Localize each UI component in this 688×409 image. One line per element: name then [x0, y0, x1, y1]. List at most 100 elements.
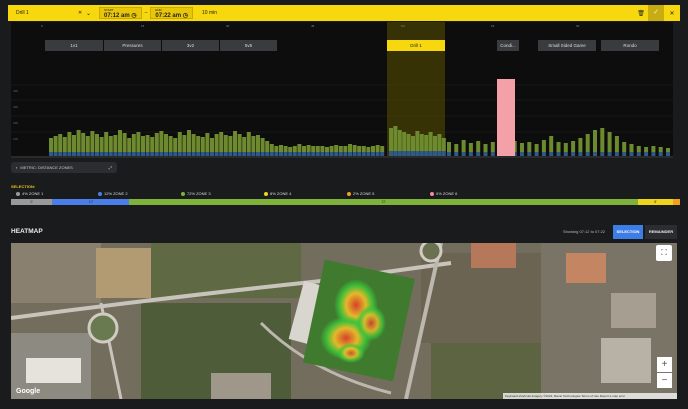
activity-bar: [614, 152, 619, 156]
distance-zone-chart: 400 300 200 100: [11, 22, 673, 158]
activity-bar: [556, 152, 561, 156]
zone-bar-segment: 12': [52, 199, 130, 205]
start-time-field[interactable]: START 07:12 am ◷: [99, 7, 142, 19]
time-tick: 0: [41, 24, 43, 28]
segment-drill-1[interactable]: Drill 1: [387, 40, 445, 51]
clock-icon: ◷: [131, 12, 137, 19]
segment-small-sided-game[interactable]: Small Sided Game: [538, 40, 596, 51]
zone-dot: [430, 191, 434, 196]
segment-3v2[interactable]: 3v2: [162, 40, 219, 51]
activity-bar: [343, 146, 348, 152]
activity-bar: [260, 138, 265, 152]
session-timeline[interactable]: 400 300 200 100 0 15 30 45 1hr 15 30 1v1…: [11, 22, 673, 158]
segment-rondo[interactable]: Rondo: [601, 40, 659, 51]
activity-bar: [223, 135, 228, 152]
activity-bar: [325, 147, 329, 152]
map-attribution[interactable]: Keyboard shortcuts Imagery ©2023, Maxar …: [503, 393, 677, 399]
activity-bar: [366, 152, 371, 156]
activity-bar: [476, 152, 481, 156]
zone-dot: [16, 191, 20, 196]
activity-bar: [315, 146, 320, 152]
close-icon[interactable]: ✕: [78, 10, 83, 16]
activity-bar: [334, 145, 339, 152]
activity-bar: [361, 146, 366, 152]
end-time-label: END: [155, 7, 162, 12]
zoom-in-button[interactable]: +: [657, 357, 672, 372]
activity-bar: [556, 142, 561, 152]
activity-bar: [441, 138, 446, 151]
activity-bar: [402, 151, 407, 156]
activity-bar: [375, 145, 380, 152]
zone-dot: [181, 191, 185, 196]
activity-bar: [85, 136, 90, 152]
activity-bar: [348, 152, 352, 156]
activity-bar: [549, 136, 554, 152]
activity-bar: [164, 134, 168, 152]
activity-bar: [288, 152, 293, 156]
check-icon[interactable]: ✓: [648, 5, 664, 21]
zone-legend-item: 4% ZONE 1: [16, 191, 43, 196]
close-icon[interactable]: ✕: [669, 10, 675, 17]
fullscreen-icon[interactable]: ⛶: [656, 245, 672, 261]
activity-bar: [251, 152, 256, 156]
activity-bar: [58, 152, 63, 156]
zone-legend-item: 2% ZONE 5: [347, 191, 374, 196]
activity-bar: [527, 142, 532, 152]
activity-bar: [159, 131, 164, 152]
activity-bar: [67, 132, 72, 152]
activity-bar: [352, 145, 357, 152]
segment-1v1[interactable]: 1v1: [45, 40, 103, 51]
chevron-down-icon[interactable]: ⌄: [86, 10, 92, 17]
activity-bar: [600, 128, 605, 152]
y-tick: 200: [13, 121, 18, 125]
end-time-field[interactable]: END 07:22 am ◷: [150, 7, 193, 19]
selection-button[interactable]: SELECTION: [613, 225, 643, 239]
activity-bar: [191, 134, 196, 152]
activity-bar: [441, 151, 446, 156]
activity-bar: [389, 128, 393, 151]
activity-bar: [541, 140, 546, 152]
activity-bar: [636, 146, 641, 152]
zone-distribution-bar: 0' 12' 72' 8': [11, 199, 680, 205]
drill-name-select[interactable]: Drill 1: [16, 10, 29, 16]
segment-5v5[interactable]: 5v5: [220, 40, 277, 51]
activity-bar: [95, 152, 99, 156]
activity-bar: [357, 152, 362, 156]
activity-bar: [483, 152, 488, 156]
metric-selector[interactable]: ▪ METRIC: DISTANCE ZONES ⤢: [11, 162, 117, 173]
map-imagery: [11, 243, 677, 399]
activity-bar: [292, 146, 297, 152]
trash-icon[interactable]: 🗑: [637, 10, 645, 17]
activity-bar: [279, 152, 283, 156]
activity-bar: [136, 152, 141, 156]
activity-bar: [311, 146, 316, 152]
activity-bar: [306, 152, 311, 156]
activity-bar: [571, 141, 576, 152]
zone-bar-segment: 8': [637, 199, 674, 205]
satellite-map[interactable]: [11, 243, 677, 399]
zoom-out-button[interactable]: −: [657, 373, 672, 388]
segment-pressures[interactable]: Pressures: [104, 40, 161, 51]
activity-bar: [585, 134, 590, 152]
activity-bar: [104, 152, 109, 156]
expand-icon[interactable]: ⤢: [108, 165, 112, 170]
activity-bar: [228, 152, 233, 156]
segment-conditioning[interactable]: Condi...: [497, 40, 519, 51]
activity-bar: [122, 133, 127, 152]
activity-bar: [334, 152, 339, 156]
activity-bar: [614, 136, 619, 152]
activity-bar: [406, 151, 411, 156]
time-tick: 15: [491, 24, 495, 28]
activity-bar: [297, 144, 302, 152]
zone-bar-segment: 72': [129, 199, 638, 205]
activity-bar: [348, 144, 352, 152]
activity-bar: [315, 152, 320, 156]
activity-bar: [549, 152, 554, 156]
remainder-button[interactable]: REMAINDER: [645, 225, 677, 239]
activity-bar: [651, 146, 656, 152]
activity-bar: [182, 135, 187, 152]
activity-bar: [292, 152, 297, 156]
activity-bar: [118, 152, 122, 156]
activity-bar: [76, 152, 81, 156]
activity-bar: [136, 132, 141, 152]
